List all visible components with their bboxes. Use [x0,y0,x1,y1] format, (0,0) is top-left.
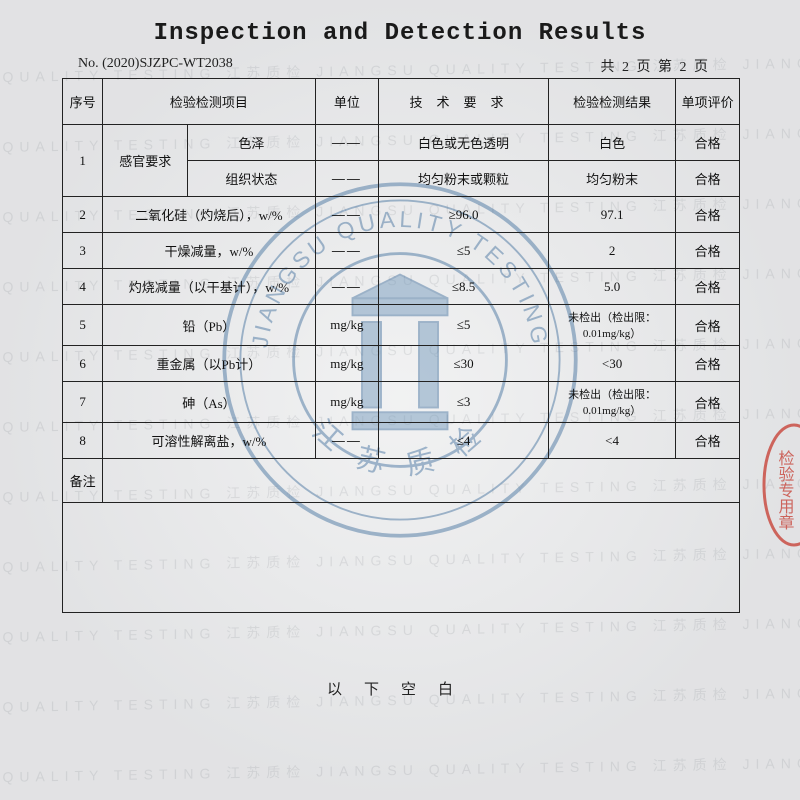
hdr-result: 检验检测结果 [548,79,675,125]
table-row: 6 重金属（以Pb计） mg/kg ≤30 <30 合格 [63,346,740,382]
watermark-row: 江苏质检 JIANGSU QUALITY TESTING 江苏质检 JIANGS… [0,610,800,651]
cell-unit: mg/kg [315,382,379,423]
cell-res: <30 [548,346,675,382]
cell-item: 重金属（以Pb计） [103,346,315,382]
blank-cell [63,503,740,613]
cell-group: 感官要求 [103,125,188,197]
table-row: 8 可溶性解离盐，w/% —— ≤4 <4 合格 [63,423,740,459]
cell-res: 97.1 [548,197,675,233]
cell-req: ≥96.0 [379,197,549,233]
table-row: 4 灼烧减量（以干基计），w/% —— ≤8.5 5.0 合格 [63,269,740,305]
page-indicator: 共 2 页 第 2 页 [601,56,711,76]
cell-req: 均匀粉末或颗粒 [379,161,549,197]
cell-seq: 4 [63,269,103,305]
cell-res: 未检出（检出限：0.01mg/kg） [548,305,675,346]
notes-cell [103,459,740,503]
notes-row: 备注 [63,459,740,503]
cell-eval: 合格 [676,161,740,197]
cell-unit: mg/kg [315,305,379,346]
cell-seq: 2 [63,197,103,233]
cell-item: 铅（Pb） [103,305,315,346]
cell-eval: 合格 [676,346,740,382]
hdr-eval: 单项评价 [676,79,740,125]
watermark-row: 江苏质检 JIANGSU QUALITY TESTING 江苏质检 JIANGS… [0,750,800,791]
cell-item: 干燥减量，w/% [103,233,315,269]
cell-eval: 合格 [676,382,740,423]
hdr-req: 技术要求 [379,79,549,125]
cell-res: 未检出（检出限：0.01mg/kg） [548,382,675,423]
cell-req: ≤30 [379,346,549,382]
cell-unit: —— [315,161,379,197]
cell-res: 5.0 [548,269,675,305]
cell-item: 砷（As） [103,382,315,423]
cell-subitem: 组织状态 [188,161,315,197]
results-table-wrap: 序号 检验检测项目 单位 技术要求 检验检测结果 单项评价 1 感官要求 色泽 … [62,78,740,613]
cell-seq: 6 [63,346,103,382]
cell-eval: 合格 [676,423,740,459]
table-header-row: 序号 检验检测项目 单位 技术要求 检验检测结果 单项评价 [63,79,740,125]
paper-surface: 江苏质检 JIANGSU QUALITY TESTING 江苏质检 JIANGS… [0,0,800,800]
results-table: 序号 检验检测项目 单位 技术要求 检验检测结果 单项评价 1 感官要求 色泽 … [62,78,740,613]
table-row: 2 二氧化硅（灼烧后），w/% —— ≥96.0 97.1 合格 [63,197,740,233]
cell-res: 2 [548,233,675,269]
cell-req: ≤8.5 [379,269,549,305]
cell-item: 可溶性解离盐，w/% [103,423,315,459]
hdr-item: 检验检测项目 [103,79,315,125]
cell-seq: 3 [63,233,103,269]
document-number: No. (2020)SJZPC-WT2038 [78,56,233,72]
docno-value: (2020)SJZPC-WT2038 [102,56,233,71]
red-stamp: 检验专用章 [756,420,800,550]
red-stamp-text: 检验专用章 [776,450,795,530]
cell-unit: —— [315,269,379,305]
cell-unit: —— [315,423,379,459]
hdr-unit: 单位 [315,79,379,125]
cell-eval: 合格 [676,269,740,305]
cell-req: ≤3 [379,382,549,423]
table-row: 5 铅（Pb） mg/kg ≤5 未检出（检出限：0.01mg/kg） 合格 [63,305,740,346]
cell-subitem: 色泽 [188,125,315,161]
cell-item: 灼烧减量（以干基计），w/% [103,269,315,305]
cell-seq: 5 [63,305,103,346]
cell-unit: —— [315,125,379,161]
notes-label: 备注 [63,459,103,503]
cell-res: <4 [548,423,675,459]
cell-item: 二氧化硅（灼烧后），w/% [103,197,315,233]
blank-row [63,503,740,613]
cell-res: 白色 [548,125,675,161]
cell-eval: 合格 [676,233,740,269]
cell-eval: 合格 [676,125,740,161]
cell-seq: 8 [63,423,103,459]
cell-req: 白色或无色透明 [379,125,549,161]
page-title: Inspection and Detection Results [0,20,800,47]
cell-unit: mg/kg [315,346,379,382]
cell-seq: 7 [63,382,103,423]
cell-unit: —— [315,197,379,233]
cell-eval: 合格 [676,197,740,233]
cell-req: ≤5 [379,233,549,269]
cell-req: ≤4 [379,423,549,459]
cell-unit: —— [315,233,379,269]
hdr-seq: 序号 [63,79,103,125]
cell-seq: 1 [63,125,103,197]
below-blank-text: 以下空白 [62,678,740,699]
table-row: 7 砷（As） mg/kg ≤3 未检出（检出限：0.01mg/kg） 合格 [63,382,740,423]
cell-res: 均匀粉末 [548,161,675,197]
table-row: 1 感官要求 色泽 —— 白色或无色透明 白色 合格 [63,125,740,161]
cell-req: ≤5 [379,305,549,346]
cell-eval: 合格 [676,305,740,346]
table-row: 3 干燥减量，w/% —— ≤5 2 合格 [63,233,740,269]
docno-label: No. [78,56,99,71]
